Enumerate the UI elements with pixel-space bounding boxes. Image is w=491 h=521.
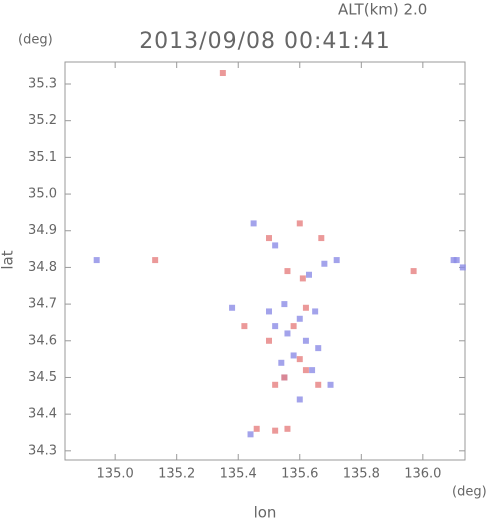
data-point [290, 352, 297, 359]
x-tick-label: 135.2 [158, 467, 195, 482]
data-point [281, 301, 288, 308]
y-tick-label: 35.3 [28, 77, 57, 92]
data-point [284, 268, 291, 275]
y-tick-label: 34.7 [28, 297, 57, 312]
data-point [266, 235, 272, 242]
data-point [241, 323, 248, 330]
data-point [272, 323, 279, 330]
x-tick-label: 136.0 [404, 467, 441, 482]
y-tick-label: 35.2 [28, 113, 57, 128]
y-tick-label: 34.3 [28, 443, 57, 458]
data-point [253, 425, 260, 432]
data-point [152, 257, 159, 264]
data-point [302, 304, 309, 311]
data-point [312, 308, 319, 315]
y-tick-label: 35.1 [28, 150, 57, 165]
data-point [315, 345, 322, 352]
data-point [315, 381, 322, 388]
data-point [306, 271, 312, 278]
y-tick-label: 34.4 [28, 407, 57, 422]
data-point [290, 323, 297, 330]
y-tick-label: 34.9 [28, 223, 57, 238]
data-point [247, 431, 254, 438]
data-point [266, 308, 272, 315]
data-point [309, 367, 316, 374]
x-axis-label: lon [254, 504, 277, 521]
data-point [327, 381, 334, 388]
data-point [272, 381, 279, 388]
chart-title: 2013/09/08 00:41:41 [139, 29, 391, 54]
x-tick-label: 135.0 [97, 467, 134, 482]
data-point [302, 367, 309, 374]
y-tick-label: 34.5 [28, 370, 57, 385]
y-tick-label: 35.0 [28, 187, 57, 202]
data-point [272, 427, 279, 434]
data-point [318, 235, 325, 242]
data-point [266, 337, 272, 344]
data-point [296, 220, 303, 227]
data-point [453, 257, 460, 264]
altitude-label: ALT(km) 2.0 [338, 1, 427, 19]
data-point [296, 396, 303, 403]
data-point [281, 374, 288, 381]
x-tick-label: 135.4 [220, 467, 257, 482]
data-point [296, 315, 303, 322]
x-tick-label: 135.8 [343, 467, 380, 482]
plot-frame [64, 61, 466, 461]
data-point [296, 356, 303, 363]
y-tick-label: 34.6 [28, 333, 57, 348]
x-unit: (deg) [452, 485, 487, 500]
data-point [284, 330, 291, 337]
data-point [272, 242, 279, 249]
data-point [278, 359, 285, 366]
data-point [333, 257, 340, 264]
data-point [450, 257, 457, 264]
y-axis-label: lat [0, 250, 17, 269]
x-tick-label: 135.6 [281, 467, 318, 482]
data-point [299, 275, 306, 282]
data-point [93, 257, 100, 264]
data-point [250, 220, 257, 227]
y-unit: (deg) [18, 33, 53, 48]
data-point [219, 70, 226, 77]
data-point [229, 304, 236, 311]
data-point [302, 337, 309, 344]
data-point [459, 264, 466, 271]
data-point [410, 268, 417, 275]
data-point [284, 425, 291, 432]
data-point [321, 260, 328, 267]
y-tick-label: 34.8 [28, 260, 57, 275]
